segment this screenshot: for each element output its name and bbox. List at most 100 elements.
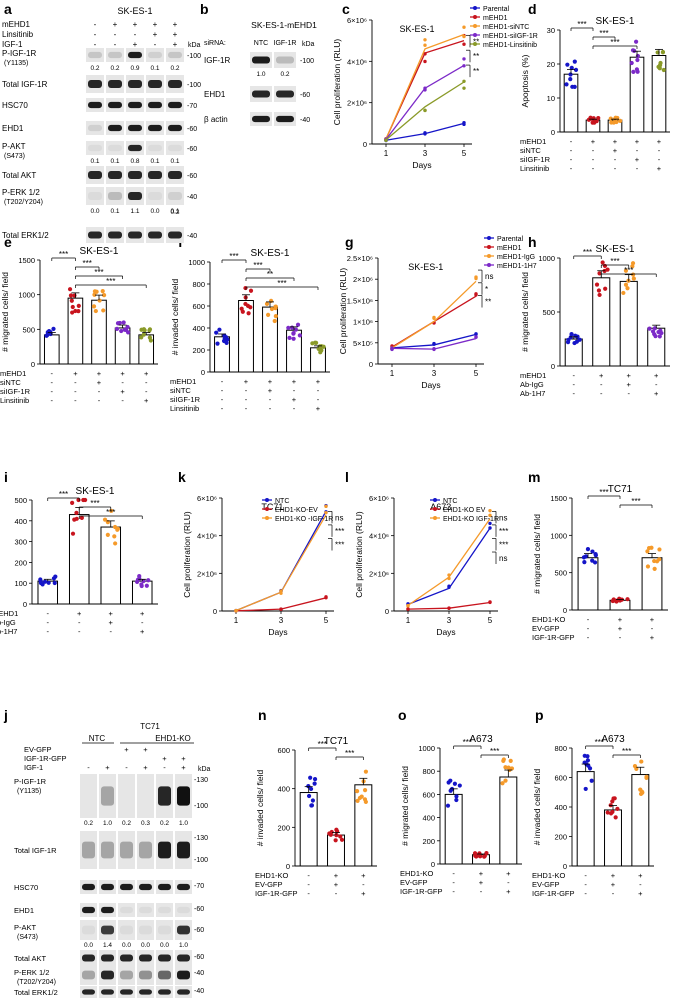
data-point	[612, 796, 617, 801]
chart-h-ylabel: # migrated cells/ field	[520, 272, 530, 352]
chart-d-sign: +	[657, 137, 662, 146]
blot-j-band	[118, 950, 135, 966]
data-point	[452, 781, 457, 786]
chart-o-row-1: EV-GFP	[400, 878, 428, 887]
blot-j-sign: +	[181, 754, 186, 763]
data-point	[423, 88, 427, 92]
legend-marker	[473, 6, 477, 10]
chart-d-sign: +	[613, 146, 618, 155]
chart-e-sign: -	[74, 378, 77, 387]
panel-letter-g: g	[345, 234, 354, 250]
blot-a-condition-0: mEHD1	[2, 20, 31, 29]
chart-f-ytick: 0	[201, 368, 205, 377]
data-point	[134, 579, 140, 585]
chart-e-title: SK-ES-1	[80, 246, 119, 257]
chart-f-sign: -	[245, 395, 248, 404]
chart-f-ytick: 400	[192, 324, 205, 333]
blot-a-band	[146, 98, 164, 112]
chart-m-sign: +	[618, 615, 623, 624]
chart-p-ytick: 0	[563, 862, 567, 871]
chart-m-sign: -	[651, 624, 654, 633]
data-point	[68, 293, 74, 298]
chart-l-legend-0: NTC	[443, 498, 457, 505]
data-point	[139, 582, 144, 587]
blot-b-quant: 1.0	[256, 71, 265, 78]
blot-j-marker: -40	[194, 970, 204, 977]
data-point	[448, 778, 453, 783]
blot-j-band	[156, 880, 173, 894]
data-point	[661, 67, 666, 73]
chart-l-xtick: 5	[488, 616, 493, 625]
chart-h-ytick: 1000	[538, 254, 555, 263]
chart-k-ytick: 0	[213, 607, 217, 616]
blot-a-quant: 0.1	[170, 208, 179, 215]
data-point	[144, 583, 149, 588]
data-point	[67, 287, 73, 292]
chart-c-legend-1: mEHD1	[483, 15, 508, 22]
chart-k-sig: ***	[335, 540, 344, 549]
data-point	[631, 272, 636, 277]
chart-d-ytick: 30	[547, 26, 555, 35]
chart-e-sign: -	[98, 396, 101, 405]
blot-a-sign: +	[153, 20, 158, 29]
data-point	[583, 786, 588, 792]
blot-j-label-2: HSC70	[14, 883, 38, 892]
blot-j-band	[99, 986, 116, 998]
data-point	[462, 34, 466, 39]
data-point	[652, 558, 657, 564]
chart-g-xtick: 5	[474, 369, 479, 378]
chart-p-sig: ***	[595, 738, 604, 747]
data-point	[568, 77, 573, 82]
blot-a-band	[146, 121, 164, 135]
chart-i-row-0: mEHD1	[0, 609, 18, 618]
data-point	[644, 774, 649, 780]
chart-g-legend-2: mEHD1-IgG	[497, 254, 535, 261]
blot-a-band	[126, 187, 144, 205]
chart-i-ytick: 500	[14, 496, 27, 505]
data-point	[432, 347, 436, 351]
blot-a-label-0: P-IGF-1R	[2, 49, 36, 58]
bar-i-2	[100, 526, 122, 605]
chart-h-sig: ***	[583, 248, 592, 257]
chart-p-row-2: IGF-1R-GFP	[532, 889, 575, 898]
chart-i-ytick: 0	[23, 600, 27, 609]
chart-d-sign: -	[636, 164, 639, 173]
chart-n-sign: -	[307, 871, 310, 880]
chart-d-sign: +	[635, 155, 640, 164]
data-point	[610, 598, 615, 604]
data-point	[596, 115, 601, 121]
blot-b-sirna: siRNA:	[204, 40, 226, 47]
chart-d-ytick: 0	[551, 128, 555, 137]
chart-e-sign: -	[74, 396, 77, 405]
blot-j-band	[175, 831, 192, 869]
chart-f-sign: +	[292, 377, 297, 386]
data-point	[293, 327, 298, 332]
chart-g-ytick: 2.5×10⁶	[347, 254, 373, 263]
chart-l-sig: ns	[499, 554, 507, 563]
blot-j-label-1: Total IGF-1R	[14, 846, 57, 855]
data-point	[308, 775, 313, 780]
data-point	[565, 62, 570, 67]
blot-j-quant: 1.0	[179, 820, 188, 827]
data-point	[240, 309, 245, 314]
blot-j-marker: -60	[194, 906, 204, 913]
series-line-mEHD1-siNTC	[385, 33, 465, 140]
chart-i-sign: +	[140, 609, 145, 618]
chart-p-sign: +	[611, 880, 616, 889]
panel-letter-c: c	[342, 1, 350, 17]
legend-marker	[473, 33, 477, 37]
chart-f-ytick: 600	[192, 302, 205, 311]
chart-n-ytick: 200	[277, 823, 290, 832]
data-point	[295, 322, 301, 327]
blot-a-sign: -	[94, 40, 97, 49]
chart-i-sign: -	[47, 609, 50, 618]
data-point	[333, 838, 338, 843]
blot-j-band	[137, 920, 154, 940]
data-point	[100, 288, 105, 294]
chart-n-sign: -	[307, 880, 310, 889]
data-point	[327, 831, 332, 836]
chart-i-row-1: Ab-IgG	[0, 618, 16, 627]
chart-m-ylabel: # migrated cells/ field	[532, 514, 542, 594]
blot-a-sign: -	[134, 30, 137, 39]
blot-a-sign: -	[114, 30, 117, 39]
